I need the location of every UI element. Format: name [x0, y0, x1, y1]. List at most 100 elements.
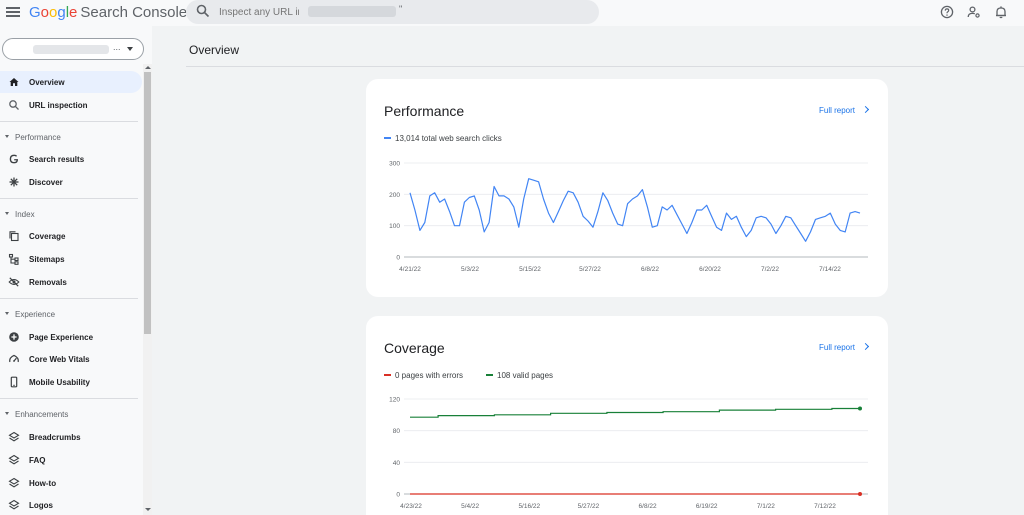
app-logo[interactable]: Google Search Console: [29, 4, 187, 21]
layers-icon: [8, 431, 20, 442]
hamburger-menu-icon[interactable]: [6, 5, 20, 19]
search-icon: [196, 4, 210, 18]
x-tick-label: 7/2/22: [761, 266, 779, 273]
scroll-down-arrow-icon[interactable]: [145, 508, 151, 511]
section-label: Enhancements: [15, 410, 69, 419]
sidebar-item-label: Overview: [29, 78, 65, 87]
manage-users-icon[interactable]: [967, 5, 981, 19]
x-tick-label: 6/19/22: [696, 503, 718, 510]
sidebar-item-discover[interactable]: Discover: [0, 171, 142, 193]
collapse-caret-icon: [5, 412, 9, 415]
errors-end-point: [858, 492, 862, 496]
full-report-label: Full report: [819, 343, 856, 352]
sidebar-item-label: URL inspection: [29, 101, 88, 110]
sidebar-item-label: Removals: [29, 278, 67, 287]
product-name: Search Console: [80, 4, 188, 21]
home-icon: [9, 78, 19, 86]
divider: [0, 398, 138, 399]
y-tick-label: 80: [393, 428, 401, 435]
sidebar-item-how-to[interactable]: How-to: [0, 472, 142, 494]
sidebar-item-coverage[interactable]: Coverage: [0, 225, 142, 247]
property-selector[interactable]: ...: [2, 38, 144, 60]
y-tick-label: 200: [389, 192, 400, 199]
url-inspection-search-bar[interactable]: ": [186, 0, 599, 24]
phone-icon: [10, 376, 18, 388]
x-tick-label: 5/27/22: [579, 266, 601, 273]
page-title: Overview: [189, 43, 240, 57]
y-tick-label: 120: [389, 397, 400, 404]
x-tick-label: 5/15/22: [519, 266, 541, 273]
help-icon[interactable]: [940, 5, 954, 19]
legend-total-clicks[interactable]: 13,014 total web search clicks: [384, 134, 502, 143]
logo-letter: l: [65, 4, 70, 21]
logo-letter: e: [69, 4, 78, 21]
sidebar-item-mobile-usability[interactable]: Mobile Usability: [0, 371, 142, 393]
sidebar-item-label: Breadcrumbs: [29, 433, 81, 442]
divider: [0, 198, 138, 199]
x-tick-label: 7/12/22: [814, 503, 836, 510]
sidebar-item-label: Mobile Usability: [29, 378, 90, 387]
y-tick-label: 0: [396, 492, 400, 499]
logo-letter: o: [49, 4, 58, 21]
performance-card: Performance Full report 13,014 total web…: [366, 79, 888, 297]
legend-swatch: [384, 373, 391, 376]
y-tick-label: 100: [389, 223, 400, 230]
sidebar-item-label: Page Experience: [29, 333, 94, 342]
sidebar-item-breadcrumbs[interactable]: Breadcrumbs: [0, 426, 142, 448]
x-tick-label: 6/20/22: [699, 266, 721, 273]
logo-letter: g: [57, 4, 66, 21]
coverage-full-report-link[interactable]: Full report: [819, 342, 870, 352]
property-ellipsis: ...: [113, 42, 121, 52]
sidebar-item-label: Logos: [29, 501, 53, 510]
sidebar-item-logos[interactable]: Logos: [0, 494, 142, 515]
section-label: Performance: [15, 133, 61, 142]
sidebar: ... Overview URL inspection Performance …: [0, 26, 152, 515]
sidebar-item-removals[interactable]: Removals: [0, 271, 142, 293]
sitemap-icon: [8, 253, 19, 265]
redacted-property-url: [308, 6, 396, 17]
sidebar-item-faq[interactable]: FAQ: [0, 449, 142, 471]
x-tick-label: 7/14/22: [819, 266, 841, 273]
sidebar-section-enhancements[interactable]: Enhancements: [0, 405, 142, 423]
asterisk-icon: [9, 177, 19, 187]
collapse-caret-icon: [5, 212, 9, 215]
sidebar-item-label: FAQ: [29, 456, 46, 465]
performance-card-title: Performance: [384, 103, 465, 119]
sidebar-item-label: How-to: [29, 479, 57, 488]
layers-icon: [8, 499, 20, 510]
layers-icon: [8, 454, 20, 465]
scroll-up-arrow-icon[interactable]: [145, 66, 151, 69]
y-tick-label: 40: [393, 460, 401, 467]
sidebar-section-experience[interactable]: Experience: [0, 305, 142, 323]
notifications-bell-icon[interactable]: [994, 5, 1008, 19]
legend-swatch: [486, 373, 493, 376]
eye-off-icon: [8, 277, 20, 287]
google-g-icon: [9, 154, 19, 164]
chevron-right-icon: [861, 105, 870, 114]
sidebar-section-performance[interactable]: Performance: [0, 128, 142, 146]
x-tick-label: 4/23/22: [400, 503, 422, 510]
divider: [0, 121, 138, 122]
sidebar-section-index[interactable]: Index: [0, 205, 142, 223]
x-tick-label: 5/3/22: [461, 266, 479, 273]
layers-icon: [8, 477, 20, 488]
speedometer-icon: [9, 354, 19, 363]
sidebar-item-overview[interactable]: Overview: [0, 71, 142, 93]
legend-pages-with-errors[interactable]: 0 pages with errors: [384, 371, 463, 380]
legend-valid-pages[interactable]: 108 valid pages: [486, 371, 553, 380]
sidebar-item-sitemaps[interactable]: Sitemaps: [0, 248, 142, 270]
valid-series-line: [410, 407, 860, 418]
sidebar-item-page-experience[interactable]: Page Experience: [0, 326, 142, 348]
sidebar-item-core-web-vitals[interactable]: Core Web Vitals: [0, 348, 142, 370]
logo-letter: G: [29, 4, 41, 21]
url-inspection-input[interactable]: [219, 4, 299, 20]
sidebar-item-label: Discover: [29, 178, 63, 187]
sidebar-item-url-inspection[interactable]: URL inspection: [0, 94, 142, 116]
sidebar-item-search-results[interactable]: Search results: [0, 148, 142, 170]
copy-icon: [9, 231, 19, 242]
scrollbar-thumb[interactable]: [144, 72, 151, 334]
plus-circle-icon: [9, 332, 19, 342]
performance-full-report-link[interactable]: Full report: [819, 105, 870, 115]
sidebar-scrollbar[interactable]: [143, 64, 152, 515]
